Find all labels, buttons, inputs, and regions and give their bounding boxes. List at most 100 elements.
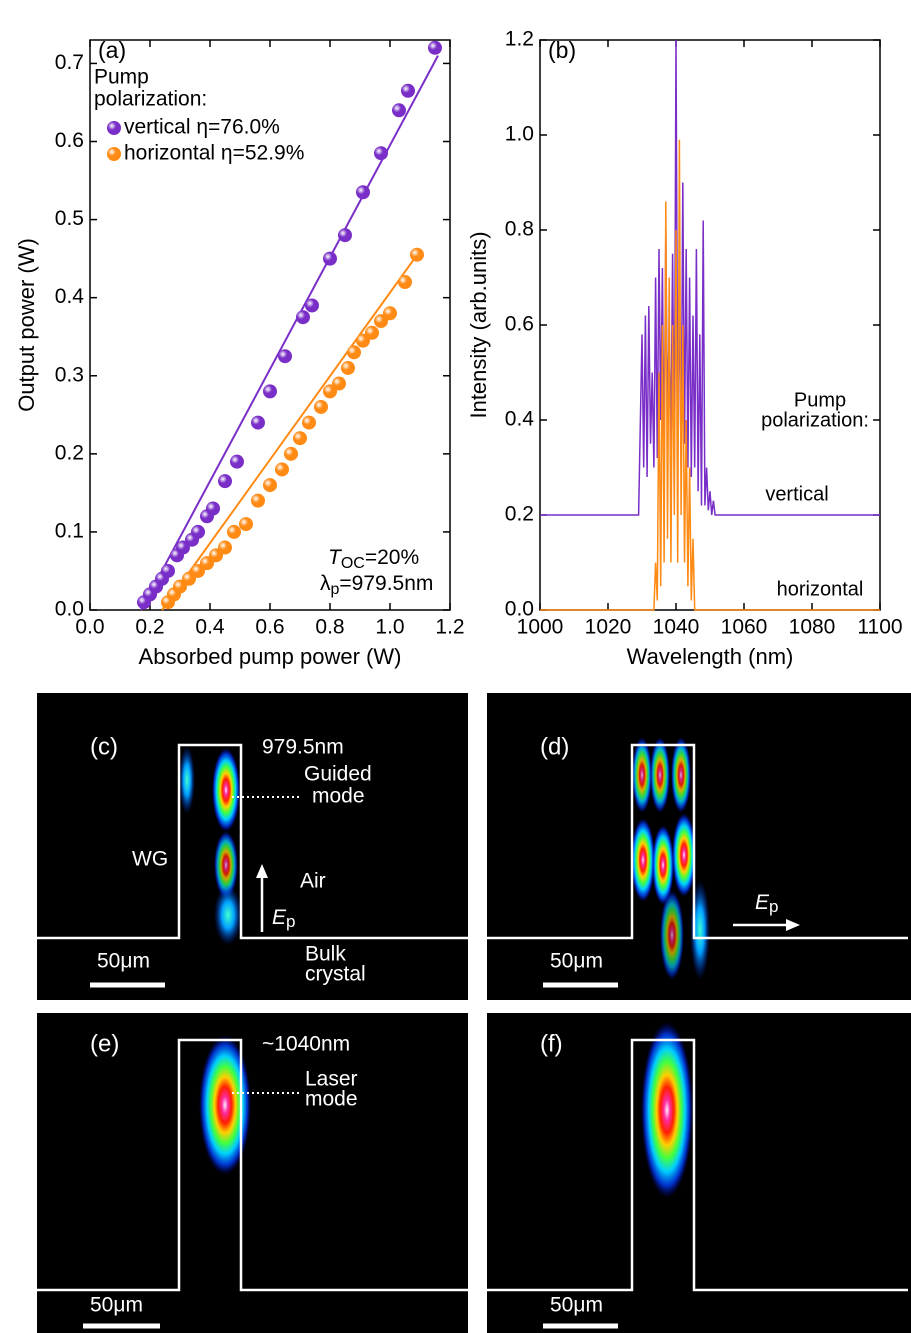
- panel-label: (c): [90, 733, 118, 760]
- mode-spot: [214, 831, 238, 899]
- panel-label: (f): [540, 1030, 563, 1057]
- substrate-label: crystal: [305, 963, 366, 986]
- x-tick-label: 1.2: [435, 616, 464, 639]
- panel-label: (b): [548, 37, 576, 63]
- legend-title: Pump: [94, 66, 149, 89]
- x-tick-label: 1060: [721, 616, 768, 639]
- annotation-subscript: p: [331, 581, 340, 598]
- legend-label: vertical η=76.0%: [124, 116, 280, 139]
- waveguide-outline: [487, 743, 908, 940]
- y-tick-label: 0.6: [505, 313, 534, 336]
- mode-spot: [660, 890, 684, 980]
- data-point: [383, 306, 397, 321]
- wavelength-label: 979.5nm: [262, 736, 344, 759]
- waveguide-outline: [37, 1038, 468, 1292]
- waveguide-outline: [487, 1038, 908, 1292]
- data-point: [332, 376, 346, 391]
- data-point: [341, 360, 355, 375]
- data-point: [347, 345, 361, 360]
- mode-spot: [652, 825, 674, 905]
- x-tick-label: 0.4: [195, 616, 225, 639]
- image-background: [37, 693, 468, 1000]
- panel-label: (d): [540, 733, 569, 760]
- field-symbol: E: [272, 906, 287, 929]
- waveguide-label: WG: [132, 848, 168, 871]
- y-tick-label: 0.0: [505, 598, 534, 621]
- y-tick-label: 0.2: [55, 441, 84, 464]
- data-point: [428, 40, 442, 55]
- annotation-text: =979.5nm: [339, 572, 433, 595]
- plot-frame: [539, 39, 881, 611]
- panel-f: (f) 50μm: [487, 1013, 911, 1333]
- spectrum-line: [540, 139, 880, 611]
- legend-marker: [107, 121, 121, 135]
- spectrum-line: [540, 39, 880, 516]
- y-tick-label: 0.4: [505, 408, 535, 431]
- panel-c: (c) 979.5nm Guided mode WG Air Ep Bulk c…: [37, 693, 468, 1000]
- annotation-subscript: OC: [341, 555, 365, 572]
- data-point: [251, 493, 265, 508]
- annotation-symbol: T: [328, 546, 343, 569]
- air-label: Air: [300, 870, 326, 893]
- data-point: [398, 275, 412, 290]
- data-point: [296, 310, 310, 325]
- annotation-symbol: λ: [320, 572, 331, 595]
- substrate-label: Bulk: [305, 943, 346, 966]
- annotation: TOC=20%: [328, 546, 419, 573]
- mode-spot: [672, 813, 696, 897]
- mode-spot: [650, 737, 670, 813]
- mode-spot: [671, 737, 691, 813]
- x-axis-label: Wavelength (nm): [627, 644, 794, 669]
- image-background: [487, 1013, 911, 1333]
- y-tick-label: 0.3: [55, 363, 84, 386]
- scale-label: 50μm: [97, 950, 150, 973]
- y-tick-label: 0.5: [55, 207, 84, 230]
- mode-spot: [631, 818, 655, 902]
- data-point: [338, 228, 352, 243]
- y-tick-label: 0.8: [505, 218, 534, 241]
- annotation: λp=979.5nm: [320, 572, 433, 599]
- mode-spot: [199, 1035, 251, 1175]
- fit-line: [140, 55, 439, 611]
- x-tick-label: 1100: [857, 616, 902, 639]
- mode-label: Guided: [304, 763, 372, 786]
- field-label: Ep: [272, 906, 295, 932]
- data-point: [218, 540, 232, 555]
- scale-label: 50μm: [90, 1294, 143, 1317]
- mode-spot: [214, 885, 242, 945]
- legend-marker: [107, 147, 121, 161]
- mode-spot: [632, 737, 652, 813]
- data-point: [314, 399, 328, 414]
- waveguide-outline: [37, 743, 468, 940]
- legend-title: Pump: [794, 389, 846, 411]
- arrowhead: [256, 864, 268, 878]
- panel-label: (e): [90, 1030, 119, 1057]
- y-tick-label: 0.1: [55, 519, 84, 542]
- legend-label: horizontal η=52.9%: [124, 142, 304, 165]
- data-point: [230, 454, 244, 469]
- data-point: [374, 146, 388, 161]
- y-tick-label: 1.0: [505, 123, 534, 146]
- data-point: [365, 325, 379, 340]
- y-tick-label: 0.2: [505, 503, 534, 526]
- data-point: [251, 415, 265, 430]
- field-label: Ep: [755, 891, 778, 917]
- mode-label: mode: [305, 1088, 358, 1111]
- data-point: [263, 478, 277, 493]
- data-point: [410, 247, 424, 262]
- data-point: [227, 524, 241, 539]
- data-point: [305, 298, 319, 313]
- panel-label: (a): [98, 37, 126, 63]
- x-tick-label: 0.0: [75, 616, 104, 639]
- data-point: [191, 524, 205, 539]
- panel-d: (d) Ep 50μm: [487, 693, 911, 1000]
- data-point: [302, 415, 316, 430]
- scale-label: 50μm: [550, 1294, 603, 1317]
- field-symbol: E: [755, 891, 770, 914]
- x-tick-label: 0.8: [315, 616, 344, 639]
- y-tick-label: 0.4: [55, 285, 85, 308]
- data-point: [356, 185, 370, 200]
- data-point: [401, 83, 415, 98]
- x-tick-label: 0.6: [255, 616, 284, 639]
- series-label: horizontal: [777, 578, 864, 600]
